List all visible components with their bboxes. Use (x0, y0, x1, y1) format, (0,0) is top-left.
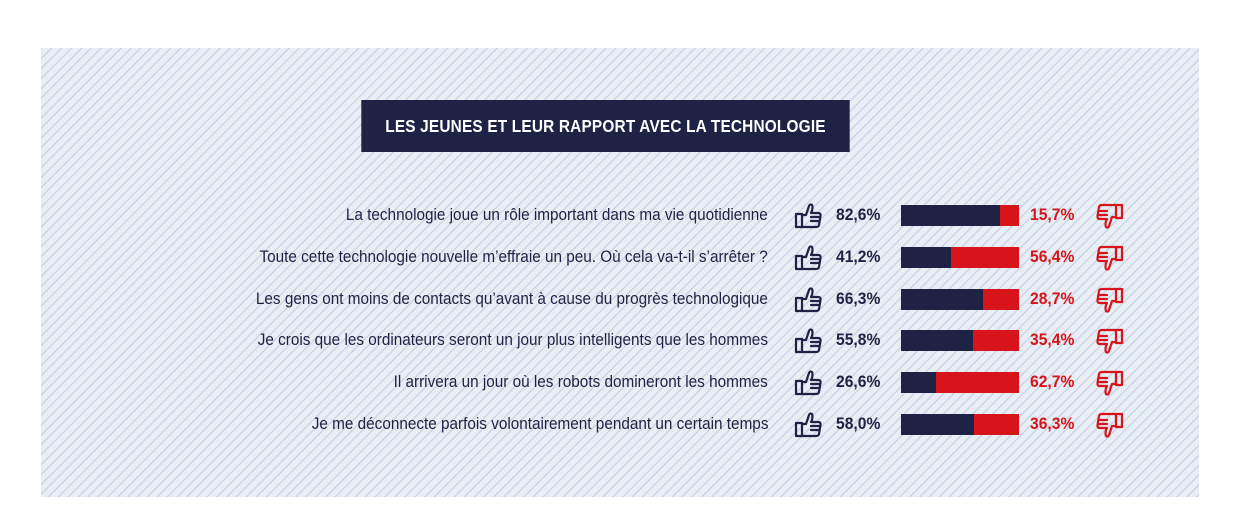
category-label: Il arrivera un jour où les robots domine… (393, 372, 768, 392)
thumbs-down-icon (1094, 327, 1124, 355)
stacked-bar (901, 414, 1019, 435)
bar-segment-agree (901, 414, 974, 435)
stacked-bar (901, 246, 1019, 268)
bar-segment-agree (901, 330, 974, 352)
category-label: Je me déconnecte parfois volontairement … (311, 414, 768, 433)
bar-segment-disagree (973, 330, 1019, 352)
bar-segment-disagree (983, 288, 1019, 310)
stacked-bar (901, 288, 1019, 310)
thumbs-down-icon (1094, 369, 1124, 397)
stacked-bar (901, 205, 1019, 226)
chart-row: Les gens ont moins de contacts qu’avant … (0, 285, 1240, 315)
bar-segment-agree (901, 288, 984, 310)
disagree-value-label: 56,4% (1030, 246, 1075, 266)
chart-title: LES JEUNES ET LEUR RAPPORT AVEC LA TECHN… (361, 100, 850, 152)
thumbs-down-icon (1094, 244, 1124, 272)
category-label: Toute cette technologie nouvelle m’effra… (259, 246, 768, 266)
agree-value-label: 66,3% (836, 288, 881, 308)
disagree-value-label: 62,7% (1030, 372, 1075, 392)
thumbs-up-icon (794, 286, 824, 314)
thumbs-down-icon (1094, 411, 1124, 439)
bar-segment-disagree (936, 372, 1019, 394)
disagree-value-label: 15,7% (1030, 205, 1075, 224)
thumbs-up-icon (794, 327, 824, 355)
thumbs-up-icon (794, 244, 824, 272)
stacked-bar (901, 330, 1019, 352)
bar-segment-agree (901, 205, 1001, 226)
bar-segment-agree (901, 246, 951, 268)
agree-value-label: 82,6% (836, 205, 881, 224)
category-label: Je crois que les ordinateurs seront un j… (257, 330, 768, 350)
chart-row: Je me déconnecte parfois volontairement … (0, 410, 1240, 440)
agree-value-label: 58,0% (836, 414, 881, 433)
category-label: La technologie joue un rôle important da… (346, 205, 768, 224)
thumbs-down-icon (1094, 202, 1124, 230)
agree-value-label: 41,2% (836, 246, 881, 266)
chart-row: Je crois que les ordinateurs seront un j… (0, 326, 1240, 356)
chart-row: Il arrivera un jour où les robots domine… (0, 368, 1240, 398)
chart-row: Toute cette technologie nouvelle m’effra… (0, 243, 1240, 273)
agree-value-label: 26,6% (836, 372, 881, 392)
chart-row: La technologie joue un rôle important da… (0, 201, 1240, 231)
agree-value-label: 55,8% (836, 330, 881, 350)
disagree-value-label: 36,3% (1030, 414, 1075, 433)
thumbs-up-icon (794, 369, 824, 397)
bar-segment-disagree (1000, 205, 1019, 226)
thumbs-up-icon (794, 411, 824, 439)
stacked-bar (901, 372, 1019, 394)
thumbs-up-icon (794, 202, 824, 230)
bar-segment-disagree (973, 414, 1019, 435)
bar-segment-agree (901, 372, 937, 394)
category-label: Les gens ont moins de contacts qu’avant … (255, 288, 768, 308)
disagree-value-label: 28,7% (1030, 288, 1075, 308)
bar-segment-disagree (950, 246, 1019, 268)
disagree-value-label: 35,4% (1030, 330, 1075, 350)
thumbs-down-icon (1094, 286, 1124, 314)
